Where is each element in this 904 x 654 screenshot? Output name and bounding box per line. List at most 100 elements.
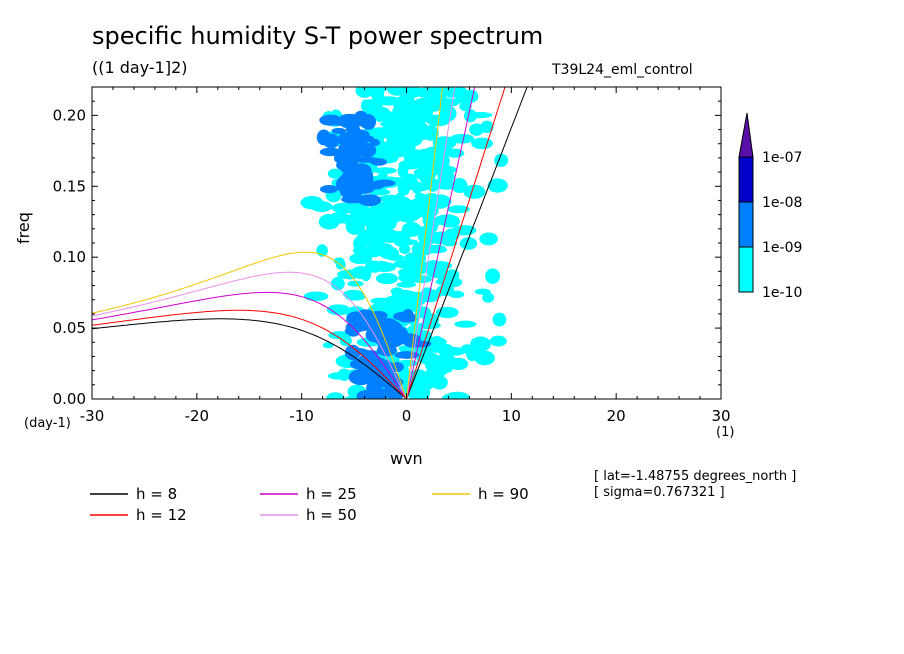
- contour-blob: [319, 185, 339, 194]
- y-tick-label: 0.15: [53, 177, 86, 195]
- contour-blob: [331, 202, 358, 214]
- contour-blob: [361, 99, 372, 111]
- contour-blob: [425, 365, 445, 381]
- chart-title: specific humidity S-T power spectrum: [92, 22, 544, 50]
- x-tick-label: 20: [607, 407, 626, 425]
- contour-blob: [383, 195, 395, 204]
- contour-blob: [443, 358, 454, 373]
- x-axis-unit: (1): [716, 425, 735, 440]
- contour-blob: [326, 304, 351, 316]
- kelvin-curve-8: [406, 87, 528, 399]
- contour-blob: [373, 167, 397, 174]
- legend-label: h = 90: [478, 485, 529, 503]
- colorbar-extend-triangle: [738, 112, 754, 158]
- contour-blob: [451, 178, 468, 194]
- contour-blob: [471, 137, 494, 150]
- contour-blob: [431, 358, 444, 366]
- contour-blob: [391, 87, 405, 92]
- contour-blob: [474, 288, 491, 295]
- contour-blob: [365, 328, 383, 343]
- rossby-curve-50: [92, 271, 407, 399]
- contour-blob: [339, 335, 352, 347]
- contour-blob: [430, 155, 450, 172]
- contour-blob: [389, 199, 407, 209]
- contour-blob: [494, 153, 509, 167]
- contour-blob: [331, 127, 347, 135]
- kelvin-curve-25: [406, 87, 476, 399]
- contour-blob: [333, 257, 345, 265]
- contour-blob: [319, 147, 342, 157]
- contour-blob: [357, 234, 374, 247]
- contour-blob: [365, 87, 388, 94]
- contour-blob: [454, 320, 477, 328]
- x-tick-label: 10: [502, 407, 521, 425]
- contour-blob: [426, 269, 445, 278]
- contour-blob: [384, 382, 399, 399]
- contour-blob: [316, 129, 331, 146]
- contour-blob: [385, 150, 405, 158]
- contour-blob: [349, 174, 367, 188]
- contour-blob: [327, 372, 350, 380]
- contour-blob: [378, 245, 392, 256]
- contour-blob: [390, 230, 411, 243]
- contour-blob: [421, 180, 433, 188]
- contour-blob: [300, 196, 324, 210]
- contour-blob: [386, 132, 404, 147]
- contour-blob: [345, 321, 367, 333]
- y-tick-label: 0.00: [53, 390, 86, 408]
- contour-blob: [369, 208, 389, 218]
- contour-blob: [326, 392, 345, 399]
- contour-blob: [492, 312, 507, 327]
- contour-blob: [444, 228, 460, 242]
- rossby-curve-12: [92, 309, 407, 399]
- contour-blob: [351, 144, 367, 154]
- contour-blob: [417, 391, 429, 399]
- y-tick-label: 0.05: [53, 319, 86, 337]
- x-axis-label: wvn: [390, 449, 423, 468]
- contour-blob: [341, 157, 354, 174]
- contour-blob: [396, 281, 417, 288]
- rossby-curve-8: [92, 318, 407, 399]
- colorbar-segment: [738, 156, 754, 203]
- contour-blob: [406, 114, 428, 125]
- contour-blob: [459, 101, 472, 112]
- contour-blob: [378, 215, 397, 231]
- contour-blob: [375, 272, 398, 285]
- x-tick-label: -20: [185, 407, 210, 425]
- contour-blob: [345, 219, 366, 235]
- contour-blob: [407, 133, 429, 141]
- colorbar-label: 1e-07: [762, 150, 802, 166]
- x-tick-label: -30: [80, 407, 105, 425]
- contour-blob: [374, 260, 390, 271]
- legend-label: h = 50: [306, 506, 357, 524]
- legend-label: h = 25: [306, 485, 357, 503]
- rossby-curve-25: [92, 291, 407, 399]
- contour-blob: [473, 340, 487, 350]
- contour-blob: [303, 291, 329, 302]
- contour-blob: [350, 191, 362, 201]
- contour-blob: [338, 132, 350, 147]
- chart-subtitle: ((1 day-1]2): [92, 58, 188, 77]
- contour-blob: [430, 335, 444, 348]
- contour-blob: [375, 319, 397, 330]
- contour-blob: [353, 110, 369, 127]
- contour-blob: [398, 179, 418, 189]
- contour-blob: [402, 308, 414, 323]
- contour-blob: [376, 343, 397, 357]
- contour-blob: [422, 212, 435, 228]
- contour-blob: [396, 207, 419, 223]
- contour-blob: [353, 156, 379, 163]
- contour-blob: [374, 108, 385, 123]
- contour-blob: [393, 259, 418, 269]
- contour-blob: [329, 117, 355, 126]
- colorbar-label: 1e-10: [762, 285, 802, 301]
- contour-blob: [452, 97, 476, 104]
- contour-fill-layer: [300, 87, 509, 399]
- contour-blob: [327, 168, 343, 179]
- contour-blob: [390, 287, 404, 296]
- contour-blob: [441, 393, 464, 399]
- colorbar-segment: [738, 201, 754, 248]
- contour-blob: [318, 213, 340, 230]
- contour-blob: [479, 232, 498, 246]
- contour-blob: [463, 109, 477, 123]
